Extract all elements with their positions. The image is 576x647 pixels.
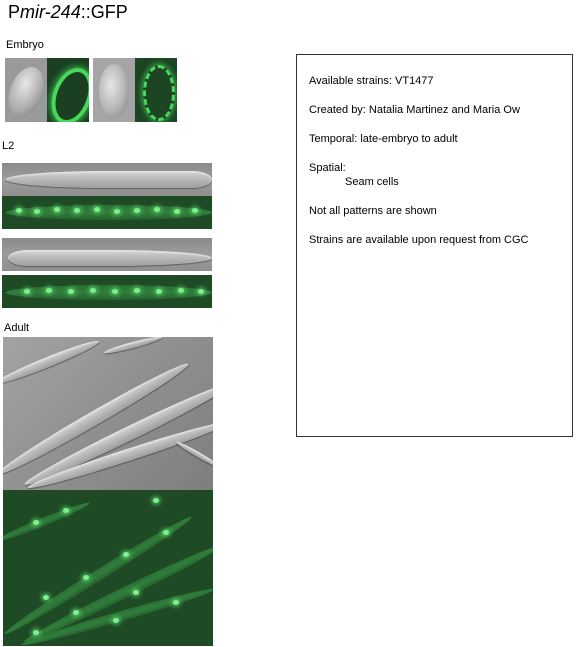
embryo-dic-image-2: [93, 58, 135, 122]
info-box: Available strains: VT1477 Created by: Na…: [296, 54, 573, 437]
request-note: Strains are available upon request from …: [309, 234, 529, 246]
adult-label: Adult: [4, 322, 30, 334]
l2-dic-image-1: [2, 163, 212, 196]
l2-dic-image-2: [2, 238, 212, 271]
l2-gfp-image-1: [2, 196, 212, 229]
adult-dic-image: [3, 337, 213, 490]
patterns-note: Not all patterns are shown: [309, 205, 437, 217]
embryo-gfp-image-2: [135, 58, 177, 122]
embryo-label: Embryo: [6, 39, 44, 51]
page-title: Pmir-244::GFP: [8, 2, 128, 22]
created-by: Created by: Natalia Martinez and Maria O…: [309, 104, 520, 116]
temporal: Temporal: late-embryo to adult: [309, 133, 458, 145]
l2-label: L2: [2, 140, 15, 152]
spatial-value: Seam cells: [345, 176, 399, 188]
spatial-label: Spatial:: [309, 162, 346, 174]
embryo-dic-image-1: [5, 58, 47, 122]
l2-gfp-image-2: [2, 275, 212, 308]
adult-gfp-image: [3, 490, 213, 646]
embryo-gfp-image-1: [47, 58, 89, 122]
available-strains: Available strains: VT1477: [309, 75, 434, 87]
